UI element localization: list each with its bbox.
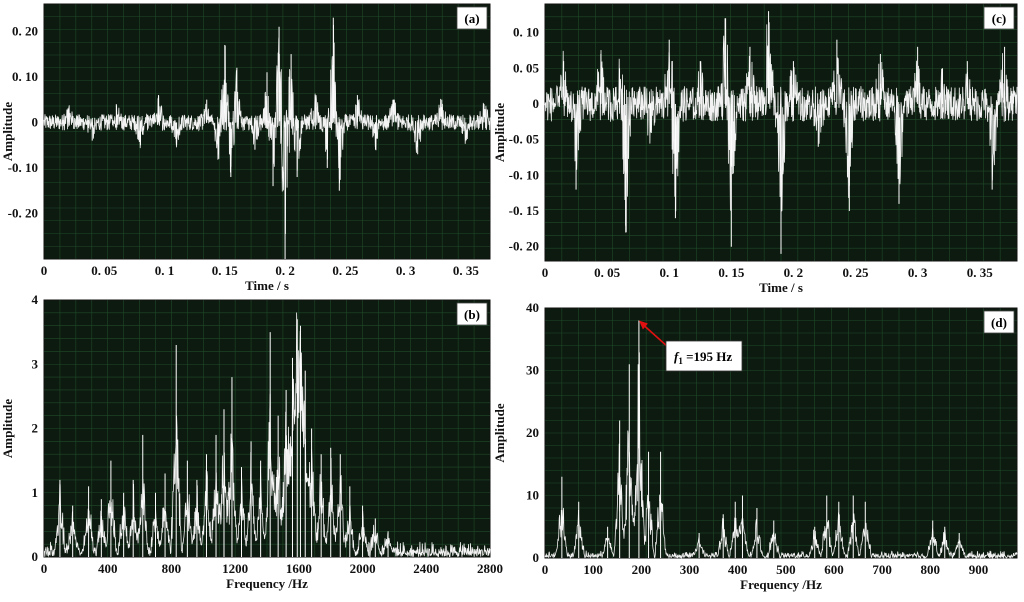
x-tick-label: 0. 25 <box>332 263 359 278</box>
panel-label: (c) <box>992 11 1006 26</box>
y-tick-label: 4 <box>32 292 39 307</box>
x-tick-label: 700 <box>872 562 892 577</box>
x-tick-label: 400 <box>728 562 748 577</box>
chart-panel-d: 0 100 200 300 400 500 600 700 800 900 0 10 20 30 40 Fre… <box>492 300 1018 592</box>
chart-panel-b: 0 400 800 1200 1600 2000 2400 2800 0 1 2 3 4 Frequenc… <box>0 292 503 591</box>
grid <box>44 4 490 259</box>
annotation-arrow <box>642 323 669 348</box>
x-tick-label: 0. 1 <box>659 265 679 280</box>
y-tick-label: 0 <box>32 114 39 129</box>
x-tick-label: 0. 05 <box>91 263 118 278</box>
y-tick-label: 10 <box>526 488 539 503</box>
y-tick-label: 2 <box>32 421 39 436</box>
y-tick-label: 3 <box>32 356 39 371</box>
y-tick-label: -0. 20 <box>509 239 539 254</box>
x-tick-label: 200 <box>632 562 652 577</box>
x-axis-title: Time / s <box>245 278 289 293</box>
x-axis-title: Time / s <box>759 280 803 295</box>
x-tick-label: 1200 <box>222 561 248 576</box>
peak-annotation: f1 =195 Hz <box>638 320 743 372</box>
panel-label: (b) <box>464 307 480 322</box>
grid <box>545 308 1017 558</box>
x-tick-label: 0 <box>542 562 549 577</box>
x-tick-label: 0. 35 <box>453 263 480 278</box>
y-tick-label: 40 <box>526 300 539 315</box>
x-tick-label: 0. 2 <box>275 263 295 278</box>
y-tick-label: 0 <box>533 96 540 111</box>
y-tick-label: -0. 20 <box>8 205 38 220</box>
panel-label-box <box>983 6 1015 30</box>
x-tick-label: 300 <box>680 562 700 577</box>
y-axis-title: Amplitude <box>492 403 507 462</box>
y-axis-title: Amplitude <box>0 399 15 458</box>
grid <box>44 300 490 557</box>
panel-label: (a) <box>464 11 479 26</box>
x-tick-label: 2000 <box>350 561 376 576</box>
signal-trace <box>544 352 1018 560</box>
x-tick-label: 0. 35 <box>967 265 994 280</box>
y-tick-label: 0. 10 <box>513 25 539 40</box>
x-tick-label: 800 <box>162 561 182 576</box>
annotation-box <box>665 340 743 372</box>
x-tick-label: 0 <box>41 263 48 278</box>
x-tick-label: 0. 3 <box>908 265 928 280</box>
panel-label-box <box>983 310 1015 334</box>
y-tick-label: -0. 10 <box>8 160 38 175</box>
x-tick-label: 600 <box>824 562 844 577</box>
panel-label-box <box>456 302 488 326</box>
x-axis-title: Frequency /Hz <box>740 577 822 592</box>
y-tick-label: 0. 20 <box>12 23 38 38</box>
y-axis-title: Amplitude <box>0 102 15 161</box>
y-tick-label: 0. 10 <box>12 69 38 84</box>
x-tick-label: 100 <box>583 562 603 577</box>
y-tick-label: 30 <box>526 363 539 378</box>
x-tick-label: 500 <box>776 562 796 577</box>
y-tick-label: 0 <box>32 549 39 564</box>
x-tick-label: 900 <box>969 562 989 577</box>
panel-label: (d) <box>991 315 1007 330</box>
y-tick-label: -0. 15 <box>509 203 540 218</box>
y-tick-label: -0. 05 <box>509 132 540 147</box>
x-axis-title: Frequency /Hz <box>226 576 308 591</box>
x-tick-label: 0. 2 <box>784 265 804 280</box>
x-tick-label: 800 <box>921 562 941 577</box>
annotation-text: f1 =195 Hz <box>674 349 732 366</box>
x-tick-label: 0. 05 <box>594 265 621 280</box>
x-tick-label: 1600 <box>286 561 312 576</box>
signal-trace <box>44 312 491 559</box>
annotation-arrowhead <box>638 320 648 330</box>
x-tick-label: 2800 <box>477 561 503 576</box>
chart-panel-c: 0 0. 05 0. 1 0. 15 0. 2 0. 25 0. 3 0. 35 0. 10 0.… <box>492 3 1018 295</box>
x-tick-label: 0. 1 <box>155 263 175 278</box>
x-tick-label: 0 <box>41 561 48 576</box>
y-tick-label: 0. 05 <box>513 60 540 75</box>
x-tick-label: 0. 3 <box>396 263 416 278</box>
x-tick-label: 400 <box>98 561 118 576</box>
chart-panel-a: 0 0. 05 0. 1 0. 15 0. 2 0. 25 0. 3 0. 35 0. 20 0.… <box>0 3 491 293</box>
y-tick-label: 1 <box>32 485 39 500</box>
x-tick-label: 0 <box>542 265 549 280</box>
y-axis-title: Amplitude <box>492 103 507 162</box>
x-tick-label: 0. 15 <box>718 265 745 280</box>
y-tick-label: -0. 10 <box>509 167 539 182</box>
y-tick-label: 20 <box>526 425 539 440</box>
x-tick-label: 0. 25 <box>843 265 870 280</box>
y-tick-label: 0 <box>533 550 540 565</box>
x-tick-label: 0. 15 <box>212 263 239 278</box>
signal-trace <box>544 18 1018 233</box>
x-tick-label: 2400 <box>413 561 439 576</box>
panel-label-box <box>456 6 488 30</box>
